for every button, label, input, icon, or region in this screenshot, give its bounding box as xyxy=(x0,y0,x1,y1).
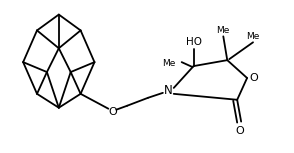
Text: O: O xyxy=(250,73,258,83)
Text: Me: Me xyxy=(246,32,260,41)
Text: HO: HO xyxy=(186,37,202,47)
Text: Me: Me xyxy=(217,26,230,35)
Text: N: N xyxy=(163,84,172,97)
Text: Me: Me xyxy=(162,59,176,68)
Text: O: O xyxy=(236,125,245,136)
Text: O: O xyxy=(108,107,117,117)
